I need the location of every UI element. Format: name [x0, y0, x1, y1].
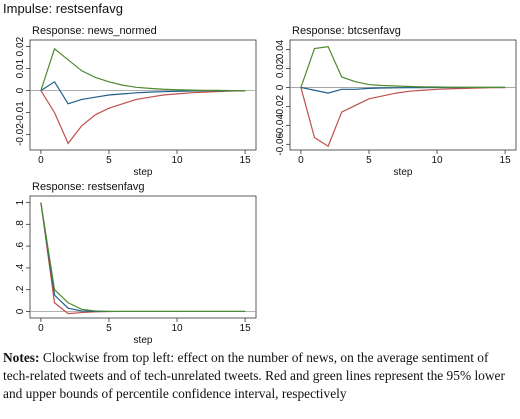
x-tick-label: 10 [171, 323, 183, 334]
panel-title: Response: btcsenfavg [292, 25, 401, 37]
notes: Notes: Clockwise from top left: effect o… [3, 349, 517, 403]
x-axis-label: step [134, 335, 153, 345]
x-axis-label: step [134, 167, 153, 178]
y-tick-label: -0.06 [275, 132, 286, 155]
irf-line [40, 80, 246, 105]
x-tick-label: 15 [500, 155, 512, 166]
x-tick-label: 15 [240, 155, 252, 166]
irf-line [40, 202, 246, 315]
plot-area [289, 39, 517, 151]
panel-title: Response: restsenfavg [32, 181, 145, 193]
notes-label: Notes: [3, 350, 40, 365]
irf-line [300, 87, 506, 148]
irf-line [40, 90, 246, 145]
y-tick-label: -0.01 [15, 101, 26, 124]
y-tick-label: 0.01 [15, 58, 26, 78]
x-tick-label: 15 [240, 323, 252, 334]
plot-area [29, 195, 257, 319]
y-tick-label: .4 [15, 263, 26, 272]
y-tick-label: 0.02 [275, 58, 286, 78]
y-tick-label: -0.02 [15, 123, 26, 146]
irf-line [40, 202, 246, 313]
y-tick-label: 0.02 [15, 36, 26, 56]
x-tick-label: 0 [38, 323, 44, 334]
y-tick-label: .6 [15, 242, 26, 251]
y-tick-label: .2 [15, 285, 26, 294]
plot-area [29, 39, 257, 151]
x-tick-label: 0 [298, 155, 304, 166]
x-tick-label: 5 [106, 323, 112, 334]
notes-text: Clockwise from top left: effect on the n… [3, 350, 505, 401]
x-tick-label: 0 [38, 155, 44, 166]
x-axis-label: step [394, 167, 413, 178]
irf-line [40, 47, 246, 92]
irf-line [300, 45, 506, 89]
y-tick-label: 0 [15, 87, 26, 93]
x-tick-label: 10 [431, 155, 443, 166]
figure: Impulse: restsenfavg Response: news_norm… [3, 1, 517, 345]
y-tick-label: 0.04 [275, 39, 286, 59]
y-tick-label: 0 [275, 84, 286, 90]
figure-title: Impulse: restsenfavg [3, 1, 123, 16]
x-tick-label: 5 [366, 155, 372, 166]
y-tick-label: 1 [15, 199, 26, 205]
panel-title: Response: news_normed [32, 25, 157, 37]
irf-line [40, 202, 246, 313]
x-tick-label: 5 [106, 155, 112, 166]
y-tick-label: -0.02 [275, 95, 286, 118]
x-tick-label: 10 [171, 155, 183, 166]
y-tick-label: -0.04 [275, 114, 286, 137]
y-tick-label: 0 [15, 308, 26, 314]
y-tick-label: .8 [15, 220, 26, 229]
